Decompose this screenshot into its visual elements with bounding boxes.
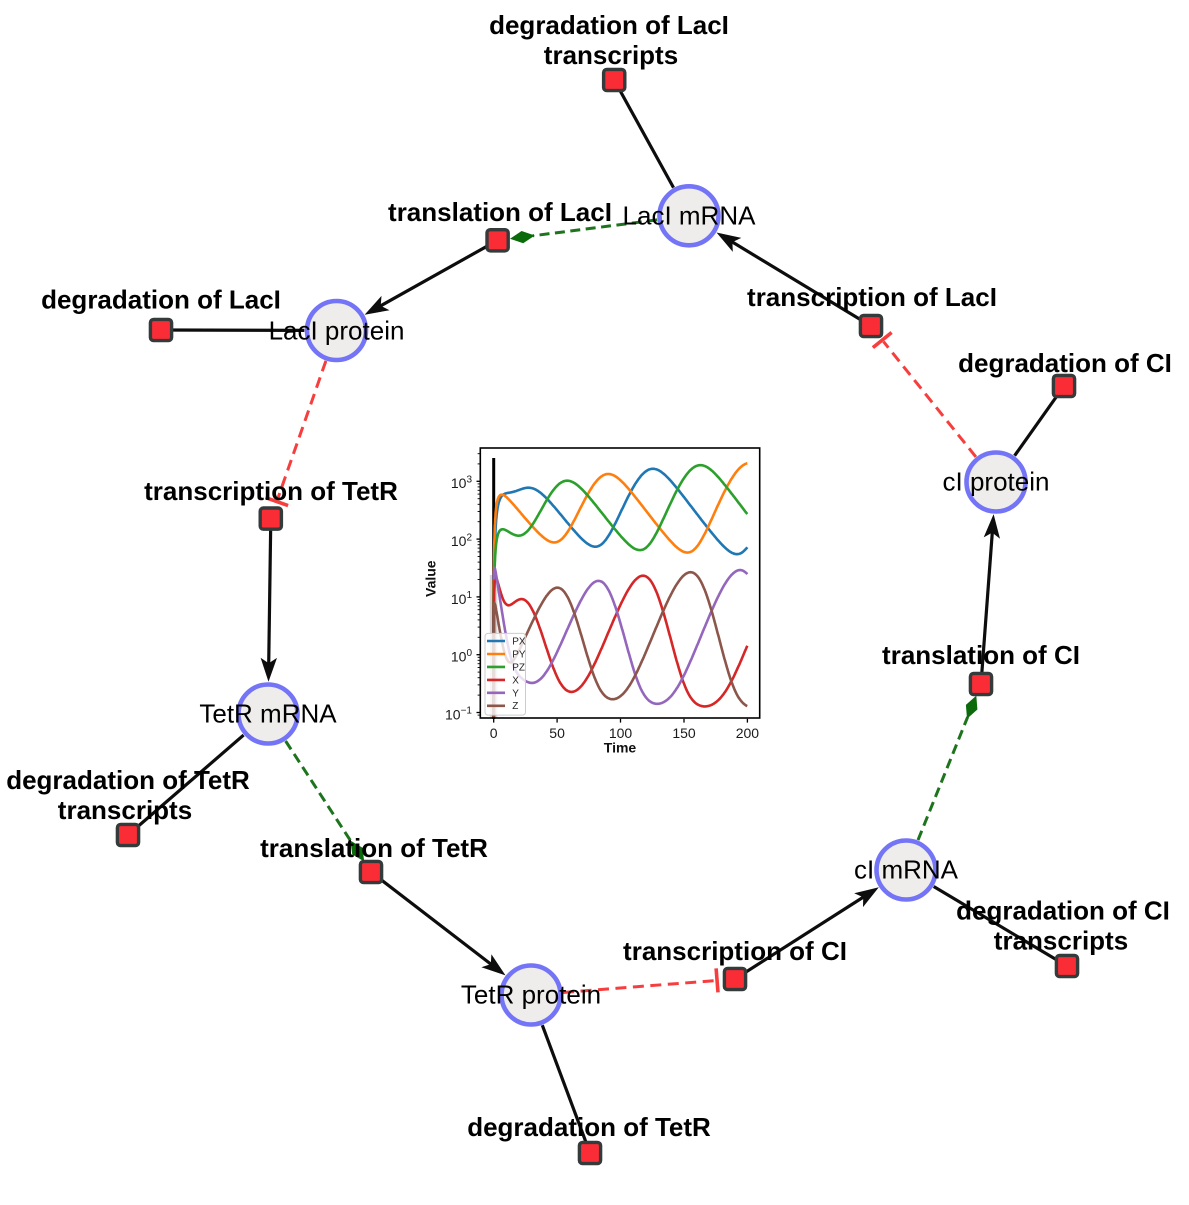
svg-text:200: 200 (736, 725, 760, 741)
svg-text:degradation of CI: degradation of CI (958, 348, 1172, 378)
svg-text:PZ: PZ (512, 662, 525, 673)
svg-text:PY: PY (512, 650, 526, 661)
svg-text:degradation of LacI: degradation of LacI (489, 10, 729, 40)
svg-text:degradation of TetR: degradation of TetR (6, 765, 250, 795)
svg-text:transcription of TetR: transcription of TetR (144, 476, 398, 506)
svg-text:translation of CI: translation of CI (882, 640, 1080, 670)
svg-text:degradation of CI: degradation of CI (956, 896, 1170, 926)
svg-text:transcripts: transcripts (994, 926, 1128, 956)
svg-text:Y: Y (512, 688, 519, 699)
svg-text:transcription of LacI: transcription of LacI (747, 282, 997, 312)
svg-text:TetR mRNA: TetR mRNA (199, 699, 337, 729)
svg-text:translation of LacI: translation of LacI (388, 197, 612, 227)
svg-text:translation of TetR: translation of TetR (260, 833, 488, 863)
svg-text:PX: PX (512, 637, 526, 648)
svg-text:X: X (512, 675, 519, 686)
svg-text:degradation of LacI: degradation of LacI (41, 285, 281, 315)
svg-text:50: 50 (549, 725, 565, 741)
svg-text:150: 150 (672, 725, 696, 741)
svg-text:LacI mRNA: LacI mRNA (623, 201, 757, 231)
svg-text:0: 0 (490, 725, 498, 741)
svg-text:cI mRNA: cI mRNA (854, 855, 959, 885)
svg-text:degradation of TetR: degradation of TetR (467, 1112, 711, 1142)
svg-text:Time: Time (604, 740, 637, 756)
svg-text:Value: Value (423, 560, 439, 597)
svg-text:transcription of CI: transcription of CI (623, 936, 847, 966)
svg-text:cI protein: cI protein (943, 467, 1050, 497)
svg-text:LacI protein: LacI protein (269, 316, 405, 346)
svg-text:transcripts: transcripts (58, 795, 192, 825)
svg-text:Z: Z (512, 701, 518, 712)
svg-text:transcripts: transcripts (544, 40, 678, 70)
svg-text:TetR protein: TetR protein (461, 980, 601, 1010)
